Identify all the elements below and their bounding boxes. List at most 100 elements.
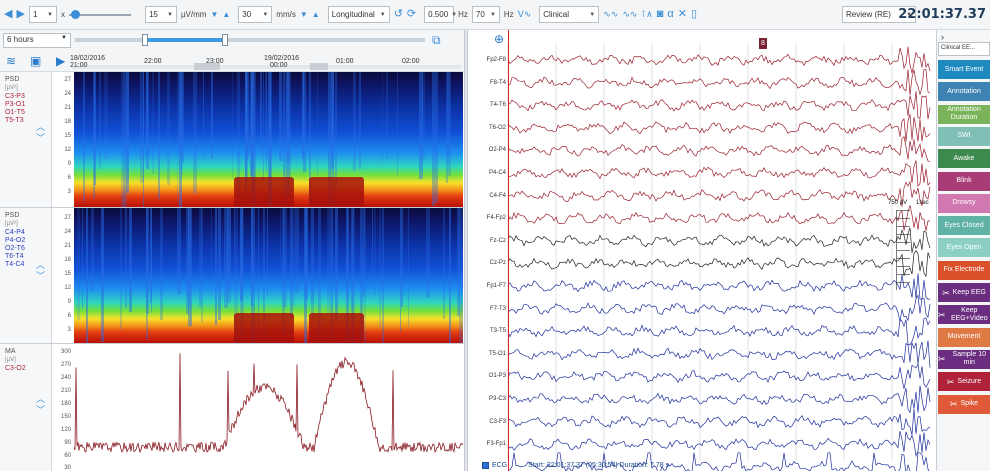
scale-down-icon[interactable]: ﹀ (36, 133, 46, 143)
scale-down-icon[interactable]: ﹀ (36, 271, 46, 281)
cut-tool-icon[interactable]: ✕ (677, 8, 687, 20)
measure-icon[interactable]: ⊺∧ (641, 9, 653, 19)
spectral-streak (264, 72, 268, 161)
speed-select[interactable]: 30 ▼ (238, 6, 273, 23)
event-button[interactable]: ✂ Keep EEG (938, 283, 990, 302)
event-button-label: SWI (957, 132, 971, 140)
eeg-trace-view[interactable]: Fp2-F8 F8-T4 T4-T6 T6-O2 O2-P4 P4-C4 C4-F4 F4-F… (468, 30, 936, 471)
eeg-channel-label[interactable]: C3-F3 (489, 418, 506, 425)
high-power-region (309, 177, 364, 207)
range-end-handle[interactable] (222, 34, 228, 46)
eeg-channel-label[interactable]: Fz-Cz (490, 237, 506, 244)
bookmark-icon[interactable]: ▯ (690, 8, 697, 20)
event-button[interactable]: ✂ Keep EEG+Video (938, 305, 990, 325)
sensitivity-up-icon[interactable]: ▲ (222, 10, 231, 19)
eeg-trace (507, 91, 931, 120)
low-filter-select[interactable]: 0.500 ▼ (424, 6, 457, 23)
range-start-handle[interactable] (142, 34, 148, 46)
eeg-channel-label[interactable]: O1-P3 (488, 373, 506, 380)
event-button[interactable]: Fix Electrode (938, 260, 990, 280)
speed-up-icon[interactable]: ▲ (311, 10, 320, 19)
event-button[interactable]: Movement (938, 327, 990, 347)
event-sidebar: › Clinical EE... Smart Event Annotation An… (936, 30, 990, 471)
eeg-channel-label[interactable]: F8-T4 (489, 79, 506, 86)
eeg-channel-label[interactable]: C4-F4 (489, 192, 506, 199)
high-filter-select[interactable]: 70 ▼ (471, 6, 500, 23)
timeline-range-slider[interactable] (75, 34, 425, 46)
refresh-icon[interactable]: ⟳ (406, 8, 417, 20)
scale-down-icon[interactable]: ﹀ (36, 405, 46, 415)
save-icon[interactable]: ▣ (30, 54, 42, 68)
event-button[interactable]: ✂ Sample 10 min (938, 349, 990, 369)
event-button[interactable]: Drowsy (938, 193, 990, 213)
event-button[interactable]: Smart Event (938, 60, 990, 79)
eeg-channel-label[interactable]: F4-Fp2 (486, 215, 506, 222)
montage-select[interactable]: Longitudinal ▼ (327, 6, 390, 23)
time-cursor[interactable] (508, 30, 509, 471)
sensitivity-down-icon[interactable]: ▼ (210, 10, 219, 19)
expand-icon[interactable]: ⧉ (432, 33, 441, 47)
spectral-streak (286, 72, 289, 164)
event-button[interactable]: Annotation Duration (938, 104, 990, 124)
waveform-alt-icon[interactable]: ∿∿ (622, 9, 638, 19)
eeg-trace (507, 362, 931, 389)
spectral-streak (335, 208, 339, 322)
eeg-channel-label[interactable]: F7-T3 (489, 305, 506, 312)
page-select[interactable]: 1 ▼ (28, 6, 57, 23)
scale-up-icon[interactable]: ︿ (36, 122, 46, 132)
eeg-channel-label[interactable]: Fp1-F7 (486, 283, 506, 289)
scale-up-icon[interactable]: ︿ (36, 260, 46, 270)
event-button[interactable]: ✂ Seizure (938, 372, 990, 392)
event-button[interactable]: Blink (938, 171, 990, 191)
prev-page-icon[interactable]: ◀ (4, 8, 13, 20)
spectral-streak (210, 208, 213, 297)
duration-select[interactable]: 6 hours ▼ (3, 33, 71, 48)
eeg-channel-label[interactable]: O2-P4 (488, 147, 506, 154)
spectral-streak (177, 72, 182, 154)
next-page-icon[interactable]: ▶ (16, 8, 25, 20)
waveform-icon[interactable]: ∿∿ (603, 9, 619, 19)
event-marker[interactable]: 8 (759, 38, 767, 49)
event-button[interactable]: SWI (938, 126, 990, 146)
eeg-channel-label[interactable]: T6-O2 (488, 124, 506, 131)
collapse-arrow-icon[interactable]: › (941, 32, 944, 42)
review-select[interactable]: Review (RE) ▼ (842, 6, 916, 23)
ma-trend-plot[interactable] (74, 344, 463, 471)
event-set-value: Clinical EE... (941, 45, 976, 51)
panel-settings-icon[interactable]: ≋ (6, 54, 17, 68)
notch-filter-icon[interactable]: V∿ (517, 9, 532, 19)
eeg-channel-label[interactable]: T4-T6 (489, 102, 506, 109)
speed-down-icon[interactable]: ▼ (299, 10, 308, 19)
event-button[interactable]: Awake (938, 149, 990, 169)
eeg-channel-label[interactable]: P3-C3 (488, 396, 506, 402)
eeg-channel-label[interactable]: Cz-Pz (489, 260, 506, 267)
high-power-region (234, 313, 294, 343)
eeg-channel-label[interactable]: F3-Fp1 (486, 441, 506, 448)
rotate-left-icon[interactable]: ↺ (393, 8, 403, 20)
y-tick: 180 (60, 401, 71, 407)
timeline-start-time: 21:00 (70, 62, 88, 69)
event-set-select[interactable]: Clinical EE... (938, 42, 990, 56)
profile-select[interactable]: Clinical ▼ (539, 6, 600, 23)
target-icon[interactable]: ⊕ (494, 32, 505, 46)
annotation-tool-icon[interactable]: α (667, 8, 674, 20)
eeg-channel-label[interactable]: T3-T5 (489, 328, 506, 335)
y-tick: 12 (64, 147, 71, 153)
ecg-checkbox[interactable] (482, 462, 489, 469)
eeg-channel-label[interactable]: Fp2-F8 (486, 57, 506, 63)
camera-icon[interactable]: ◙ (656, 8, 664, 20)
sensitivity-select[interactable]: 15 ▼ (144, 6, 177, 23)
event-button[interactable]: Eyes Open (938, 238, 990, 258)
scale-up-icon[interactable]: ︿ (36, 394, 46, 404)
eeg-channel-label[interactable]: P4-C4 (488, 170, 506, 176)
psd-spectrogram[interactable] (74, 72, 463, 207)
panel-splitter[interactable] (464, 30, 468, 471)
y-tick: 3 (67, 327, 71, 333)
psd-spectrogram[interactable] (74, 208, 463, 343)
eeg-channel-label[interactable]: T5-O1 (488, 350, 506, 357)
event-button[interactable]: ✂ Spike (938, 394, 990, 414)
event-button[interactable]: Eyes Closed (938, 216, 990, 236)
zoom-slider[interactable] (68, 9, 131, 20)
event-button[interactable]: Annotation (938, 82, 990, 102)
play-icon[interactable]: ▶ (56, 54, 66, 68)
